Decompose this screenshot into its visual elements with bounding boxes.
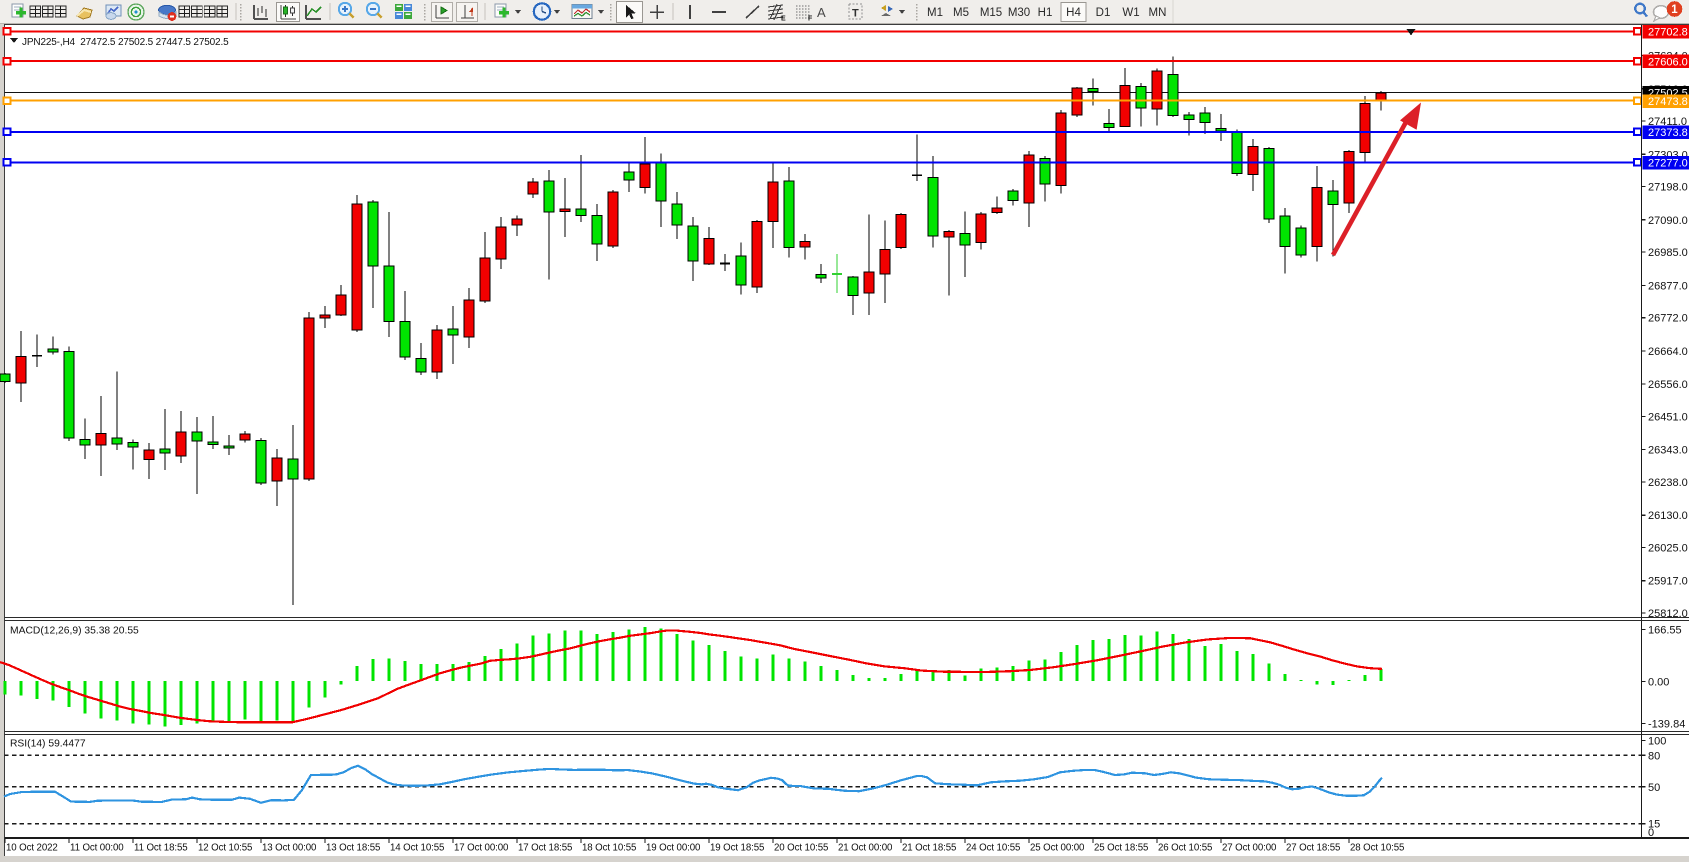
svg-text:26130.0: 26130.0 bbox=[1648, 510, 1688, 522]
svg-text:100: 100 bbox=[1648, 735, 1666, 747]
svg-text:25812.0: 25812.0 bbox=[1648, 608, 1688, 620]
svg-text:JPN225-,H4 27472.5 27502.5 27: JPN225-,H4 27472.5 27502.5 27447.5 27502… bbox=[22, 37, 229, 48]
svg-text:13 Oct 18:55: 13 Oct 18:55 bbox=[326, 843, 380, 854]
svg-text:50: 50 bbox=[1648, 782, 1660, 794]
svg-text:MACD(12,26,9) 35.38 20.55: MACD(12,26,9) 35.38 20.55 bbox=[10, 626, 139, 637]
svg-text:MN: MN bbox=[1149, 7, 1167, 19]
svg-text:21 Oct 18:55: 21 Oct 18:55 bbox=[902, 843, 956, 854]
svg-text:T: T bbox=[852, 8, 859, 20]
svg-text:1: 1 bbox=[1671, 4, 1678, 16]
svg-text:A: A bbox=[817, 5, 826, 20]
svg-text:27090.0: 27090.0 bbox=[1648, 215, 1688, 227]
svg-text:M5: M5 bbox=[953, 7, 969, 19]
svg-text:27702.8: 27702.8 bbox=[1648, 27, 1688, 39]
svg-text:11 Oct 18:55: 11 Oct 18:55 bbox=[134, 843, 188, 854]
svg-text:25917.0: 25917.0 bbox=[1648, 576, 1688, 588]
svg-text:26343.0: 26343.0 bbox=[1648, 445, 1688, 457]
svg-text:10 Oct 2022: 10 Oct 2022 bbox=[6, 843, 58, 854]
svg-text:26451.0: 26451.0 bbox=[1648, 411, 1688, 423]
svg-text:M30: M30 bbox=[1008, 7, 1030, 19]
svg-text:19 Oct 00:00: 19 Oct 00:00 bbox=[646, 843, 701, 854]
svg-text:26025.0: 26025.0 bbox=[1648, 542, 1688, 554]
svg-text:H4: H4 bbox=[1066, 7, 1081, 19]
svg-text:F: F bbox=[808, 16, 813, 23]
svg-text:21 Oct 00:00: 21 Oct 00:00 bbox=[838, 843, 893, 854]
svg-text:12 Oct 10:55: 12 Oct 10:55 bbox=[198, 843, 252, 854]
svg-text:26772.0: 26772.0 bbox=[1648, 313, 1688, 325]
svg-text:M1: M1 bbox=[927, 7, 943, 19]
svg-text:20 Oct 10:55: 20 Oct 10:55 bbox=[774, 843, 828, 854]
svg-text:W1: W1 bbox=[1122, 7, 1139, 19]
svg-text:18 Oct 10:55: 18 Oct 10:55 bbox=[582, 843, 636, 854]
svg-text:26985.0: 26985.0 bbox=[1648, 247, 1688, 259]
svg-text:0: 0 bbox=[1648, 827, 1654, 839]
svg-text:27198.0: 27198.0 bbox=[1648, 182, 1688, 194]
svg-text:26 Oct 10:55: 26 Oct 10:55 bbox=[1158, 843, 1212, 854]
svg-text:14 Oct 10:55: 14 Oct 10:55 bbox=[390, 843, 444, 854]
svg-text:166.55: 166.55 bbox=[1648, 624, 1682, 636]
svg-text:17 Oct 00:00: 17 Oct 00:00 bbox=[454, 843, 509, 854]
svg-text:26664.0: 26664.0 bbox=[1648, 346, 1688, 358]
svg-text:28 Oct 10:55: 28 Oct 10:55 bbox=[1350, 843, 1404, 854]
svg-text:H1: H1 bbox=[1038, 7, 1053, 19]
svg-text:27606.0: 27606.0 bbox=[1648, 56, 1688, 68]
svg-text:27 Oct 00:00: 27 Oct 00:00 bbox=[1222, 843, 1277, 854]
svg-text:26877.0: 26877.0 bbox=[1648, 280, 1688, 292]
svg-text:25 Oct 18:55: 25 Oct 18:55 bbox=[1094, 843, 1148, 854]
svg-text:80: 80 bbox=[1648, 750, 1660, 762]
svg-text:11 Oct 00:00: 11 Oct 00:00 bbox=[70, 843, 124, 854]
svg-text:13 Oct 00:00: 13 Oct 00:00 bbox=[262, 843, 317, 854]
svg-text:27473.8: 27473.8 bbox=[1648, 96, 1688, 108]
svg-text:19 Oct 18:55: 19 Oct 18:55 bbox=[710, 843, 764, 854]
svg-text:M15: M15 bbox=[980, 7, 1002, 19]
svg-text:25 Oct 00:00: 25 Oct 00:00 bbox=[1030, 843, 1085, 854]
svg-text:27373.8: 27373.8 bbox=[1648, 127, 1688, 139]
svg-text:-139.84: -139.84 bbox=[1648, 719, 1685, 731]
svg-text:26556.0: 26556.0 bbox=[1648, 379, 1688, 391]
svg-text:15: 15 bbox=[1648, 819, 1660, 831]
svg-text:27277.0: 27277.0 bbox=[1648, 158, 1688, 170]
svg-text:RSI(14) 59.4477: RSI(14) 59.4477 bbox=[10, 739, 86, 750]
svg-text:27411.0: 27411.0 bbox=[1648, 116, 1687, 128]
svg-text:E: E bbox=[781, 16, 786, 23]
svg-text:27 Oct 18:55: 27 Oct 18:55 bbox=[1286, 843, 1340, 854]
svg-text:26238.0: 26238.0 bbox=[1648, 477, 1688, 489]
svg-text:D1: D1 bbox=[1096, 7, 1111, 19]
svg-text:24 Oct 10:55: 24 Oct 10:55 bbox=[966, 843, 1020, 854]
svg-text:0.00: 0.00 bbox=[1648, 677, 1669, 689]
svg-text:17 Oct 18:55: 17 Oct 18:55 bbox=[518, 843, 572, 854]
